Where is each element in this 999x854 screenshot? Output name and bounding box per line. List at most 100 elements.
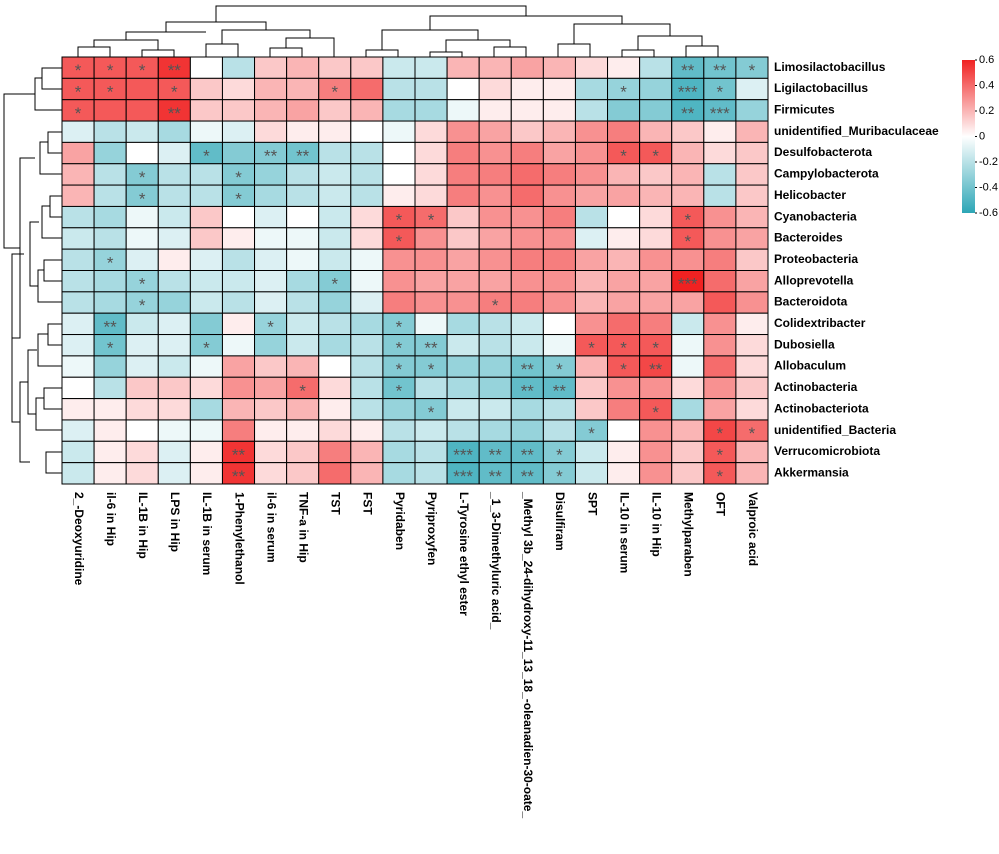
significance-label: * bbox=[107, 61, 114, 80]
significance-label: ** bbox=[168, 104, 182, 123]
significance-label: * bbox=[139, 296, 146, 315]
heatmap-cell bbox=[446, 376, 480, 400]
significance-label: ** bbox=[681, 104, 695, 123]
heatmap-cell bbox=[414, 56, 448, 79]
row-dendrogram bbox=[3, 67, 62, 474]
heatmap-cell bbox=[607, 99, 641, 122]
heatmap-cell bbox=[318, 291, 352, 314]
heatmap-cell bbox=[446, 355, 480, 378]
heatmap-cell bbox=[254, 163, 288, 186]
heatmap-cell bbox=[639, 419, 673, 442]
heatmap-cell bbox=[510, 270, 544, 293]
heatmap-cell bbox=[446, 184, 480, 207]
heatmap-cell bbox=[254, 334, 288, 357]
heatmap-cell bbox=[446, 227, 480, 250]
heatmap-cell bbox=[542, 56, 576, 79]
significance-label: * bbox=[139, 168, 146, 187]
column-label: IL-10 in Hip bbox=[650, 492, 664, 557]
heatmap-cell bbox=[61, 270, 95, 293]
heatmap-cell bbox=[254, 398, 288, 421]
heatmap-cell bbox=[221, 419, 256, 442]
heatmap-cell bbox=[574, 376, 609, 400]
heatmap-cell bbox=[671, 440, 705, 464]
heatmap-cell bbox=[125, 334, 159, 357]
heatmap-cell bbox=[221, 205, 256, 229]
heatmap-cell bbox=[125, 312, 159, 336]
heatmap-cell bbox=[735, 334, 769, 357]
significance-label: * bbox=[139, 189, 146, 208]
significance-label: * bbox=[684, 232, 691, 251]
row-label: Actinobacteria bbox=[774, 380, 858, 394]
heatmap-cell bbox=[125, 440, 159, 464]
heatmap-cell bbox=[93, 440, 127, 464]
heatmap-cell bbox=[703, 227, 737, 250]
significance-label: ** bbox=[649, 360, 663, 379]
column-label: 1-Phenylethanol bbox=[232, 492, 246, 585]
heatmap-cell bbox=[221, 56, 256, 79]
significance-label: * bbox=[396, 339, 403, 358]
heatmap-cell bbox=[157, 141, 191, 165]
color-bar-tick-label: -0.4 bbox=[979, 181, 998, 193]
heatmap-cell bbox=[189, 184, 223, 207]
heatmap-cell bbox=[125, 205, 159, 229]
color-bar-tick-label: 0.4 bbox=[979, 79, 994, 91]
heatmap-cell bbox=[478, 312, 512, 336]
heatmap-cell bbox=[221, 99, 256, 122]
heatmap-cell bbox=[318, 205, 352, 229]
significance-label: ** bbox=[168, 61, 182, 80]
heatmap-cell bbox=[414, 184, 448, 207]
heatmap-cell bbox=[157, 163, 191, 186]
heatmap-cell bbox=[639, 440, 673, 464]
heatmap-cell bbox=[254, 376, 288, 400]
significance-label: * bbox=[588, 339, 595, 358]
heatmap-cell bbox=[478, 419, 512, 442]
heatmap-cell bbox=[607, 248, 641, 271]
heatmap-cell bbox=[61, 184, 95, 207]
heatmap-cell bbox=[510, 334, 544, 357]
heatmap-cell bbox=[61, 419, 95, 442]
significance-label: * bbox=[203, 339, 210, 358]
heatmap-cell bbox=[382, 184, 416, 207]
heatmap-cell bbox=[350, 355, 384, 378]
heatmap-cell bbox=[189, 248, 223, 271]
heatmap-cell bbox=[414, 248, 448, 271]
heatmap-cell bbox=[350, 419, 384, 442]
heatmap-cell bbox=[350, 205, 384, 229]
color-bar-tick-label: 0 bbox=[979, 130, 985, 142]
significance-label: * bbox=[428, 211, 435, 230]
heatmap-cell bbox=[286, 99, 320, 122]
heatmap-cell bbox=[446, 398, 480, 421]
heatmap-cell bbox=[639, 77, 673, 101]
heatmap-cell bbox=[125, 248, 159, 271]
heatmap-cell bbox=[671, 355, 705, 378]
heatmap-cell bbox=[446, 99, 480, 122]
heatmap-cell bbox=[446, 419, 480, 442]
column-label: OFT bbox=[714, 492, 728, 517]
heatmap-cell bbox=[157, 184, 191, 207]
significance-label: * bbox=[203, 147, 210, 166]
heatmap-cell bbox=[639, 56, 673, 79]
heatmap-cell bbox=[350, 248, 384, 271]
heatmap-cell bbox=[157, 440, 191, 464]
significance-label: * bbox=[75, 61, 82, 80]
heatmap-cell bbox=[221, 334, 256, 357]
heatmap-cell bbox=[286, 120, 320, 143]
heatmap-cell bbox=[671, 334, 705, 357]
column-label: SPT bbox=[585, 492, 599, 516]
heatmap-cell bbox=[542, 334, 576, 357]
heatmap-cell bbox=[318, 184, 352, 207]
heatmap-cell bbox=[510, 248, 544, 271]
significance-label: * bbox=[620, 83, 627, 102]
heatmap-cell bbox=[125, 462, 159, 485]
heatmap-cell bbox=[446, 248, 480, 271]
heatmap-cell bbox=[382, 398, 416, 421]
heatmap-cell bbox=[574, 462, 609, 485]
heatmap-cell bbox=[542, 291, 576, 314]
heatmap-cell bbox=[286, 56, 320, 79]
heatmap-cell bbox=[286, 419, 320, 442]
heatmap-cell bbox=[639, 120, 673, 143]
column-label: Methylparaben bbox=[682, 492, 696, 577]
heatmap-cell bbox=[189, 77, 223, 101]
heatmap-cell bbox=[61, 355, 95, 378]
heatmap-cell bbox=[735, 120, 769, 143]
